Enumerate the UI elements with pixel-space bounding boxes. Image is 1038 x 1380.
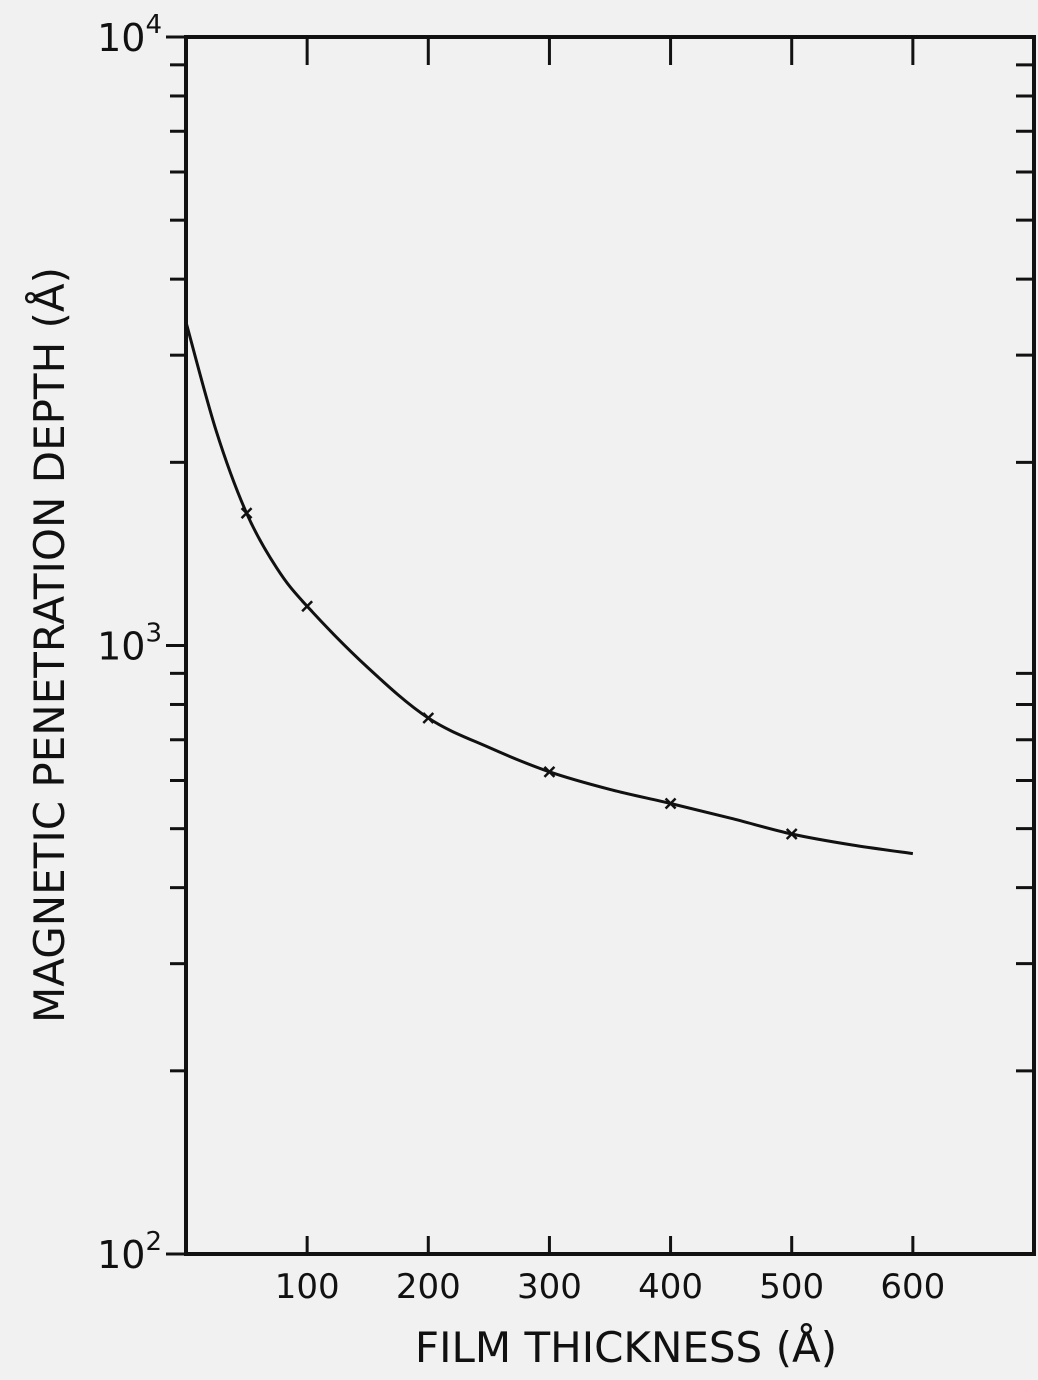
x-tick-label: 500 bbox=[759, 1267, 824, 1307]
y-tick-label: 102 bbox=[97, 1227, 162, 1277]
plot-frame bbox=[184, 35, 1036, 1256]
y-tick-label: 104 bbox=[97, 10, 162, 60]
y-tick-label: 103 bbox=[97, 619, 162, 669]
series-group bbox=[184, 321, 914, 856]
y-tick-labels: 102 103 104 bbox=[97, 10, 162, 1277]
series-line bbox=[184, 321, 914, 856]
x-tick-label: 200 bbox=[396, 1267, 461, 1307]
x-tick-label: 300 bbox=[517, 1267, 582, 1307]
x-tick-label: 600 bbox=[880, 1267, 945, 1307]
y-axis-title: MAGNETIC PENETRATION DEPTH (Å) bbox=[24, 267, 74, 1023]
x-axis-title: FILM THICKNESS (Å) bbox=[415, 1322, 837, 1372]
axis-ticks bbox=[166, 35, 1034, 1256]
x-tick-label: 400 bbox=[638, 1267, 703, 1307]
x-tick-labels: 100 200 300 400 500 600 bbox=[275, 1267, 946, 1307]
x-tick-label: 100 bbox=[275, 1267, 340, 1307]
